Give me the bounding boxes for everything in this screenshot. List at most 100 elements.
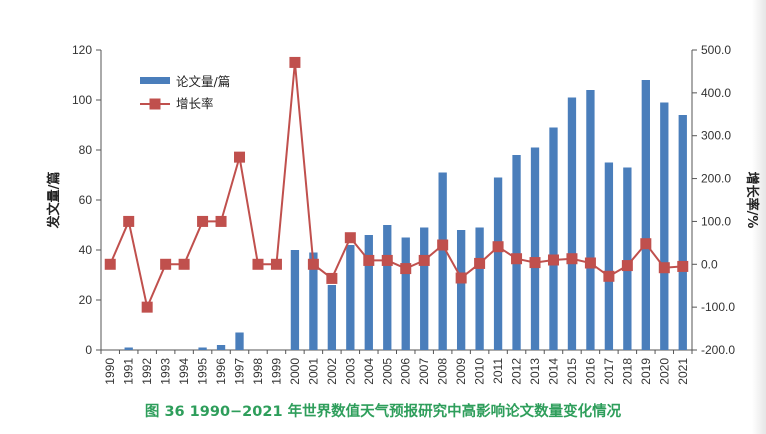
growth-point-2016 [584,257,596,269]
bar-2012 [512,155,521,350]
growth-point-1991 [123,215,135,227]
line-series [104,56,689,313]
growth-point-1990 [104,258,116,270]
y-left-tick-label: 20 [79,293,93,307]
growth-point-1992 [141,301,153,313]
y-right-tick-label: -200.0 [701,343,735,357]
growth-point-2008 [437,239,449,251]
bar-2016 [586,90,595,350]
legend-square-marker [149,98,161,110]
figure-caption: 图 36 1990−2021 年世界数值天气预报研究中高影响论文数量变化情况 [145,402,622,420]
x-tick-label: 2018 [620,358,634,385]
growth-point-2021 [677,260,689,272]
x-tick-label: 2002 [325,358,339,385]
growth-point-2010 [474,257,486,269]
growth-point-1999 [270,258,282,270]
bar-2021 [678,115,687,350]
y-right-tick-label: 200.0 [701,172,731,186]
legend-label-growth: 增长率 [176,96,214,111]
legend: 论文量/篇 增长率 [140,74,230,111]
legend-bar-swatch [140,77,170,84]
bar-2015 [567,97,577,350]
bar-2011 [493,177,503,350]
x-tick-label: 2001 [306,358,320,385]
x-tick-label: 2005 [380,358,394,385]
y-left-tick-label: 80 [79,143,93,157]
bar-2003 [346,245,355,350]
x-tick-label: 2019 [639,358,653,385]
y-right-tick-label: 0.0 [701,257,718,271]
bar-1991 [124,347,133,350]
bar-2001 [309,252,318,350]
growth-point-2014 [547,254,559,266]
x-tick-label: 2009 [454,358,468,385]
x-tick-label: 2008 [436,358,450,385]
growth-point-1993 [160,258,172,270]
y-right-tick-label: 300.0 [701,129,731,143]
x-tick-label: 2014 [546,358,560,385]
x-tick-label: 2004 [362,358,376,385]
growth-point-2013 [529,257,541,269]
bar-2008 [438,172,447,350]
y-left-tick-label: 120 [72,43,92,57]
bar-2017 [604,162,614,350]
bar-2000 [290,250,300,350]
x-tick-label: 2013 [528,358,542,385]
x-tick-label: 2021 [676,358,690,385]
x-tick-label: 2016 [583,358,597,385]
bar-2009 [456,230,466,350]
y-left-tick-label: 60 [79,193,93,207]
bar-1995 [198,347,207,350]
bar-2006 [401,237,410,350]
growth-point-2009 [455,272,467,284]
x-tick-label: 1992 [140,358,154,385]
y-right-tick-label: -100.0 [701,300,735,314]
x-tick-label: 2007 [417,358,431,385]
x-tick-label: 1993 [159,358,173,385]
y-axis-left-title: 发文量/篇 [46,172,62,230]
growth-point-1997 [234,151,246,163]
growth-point-2003 [344,232,356,244]
growth-point-2000 [289,56,301,68]
growth-point-2015 [566,253,578,265]
bar-2019 [641,80,650,350]
growth-point-1998 [252,258,264,270]
growth-point-2002 [326,272,338,284]
growth-point-2018 [621,260,633,272]
bar-1996 [216,345,226,350]
bar-2007 [420,227,429,350]
x-tick-label: 2011 [491,358,505,384]
x-tick-label: 2006 [399,358,413,385]
bar-2020 [660,102,669,350]
x-tick-label: 1999 [269,358,283,385]
x-tick-labels: 1990 1991 1992 1993 1994 1995 1996 1997 1998 1999… [103,358,690,385]
growth-point-2020 [658,262,670,274]
x-tick-label: 1997 [233,358,247,385]
growth-point-2017 [603,270,615,282]
bar-2018 [623,167,632,350]
growth-point-2019 [640,238,652,250]
bar-2005 [383,225,392,350]
bar-2010 [475,227,484,350]
growth-point-2004 [363,254,375,266]
x-tick-label: 1995 [196,358,210,385]
y-left-tick-label: 100 [72,93,92,107]
bar-1997 [235,332,244,350]
growth-point-2007 [418,254,430,266]
x-tick-label: 1998 [251,358,265,385]
x-tick-label: 2015 [565,358,579,385]
x-tick-label: 2010 [473,358,487,385]
bar-2014 [549,127,558,350]
growth-point-1994 [178,258,190,270]
growth-point-1996 [215,215,227,227]
growth-point-1995 [197,215,209,227]
y-right-tick-label: 100.0 [701,214,731,228]
growth-point-2006 [400,263,412,275]
x-tick-label: 1994 [177,358,191,385]
x-tick-label: 1990 [103,358,117,385]
x-tick-label: 2020 [657,358,671,385]
y-right-tick-label: 500.0 [701,43,731,57]
growth-point-2012 [511,253,523,265]
